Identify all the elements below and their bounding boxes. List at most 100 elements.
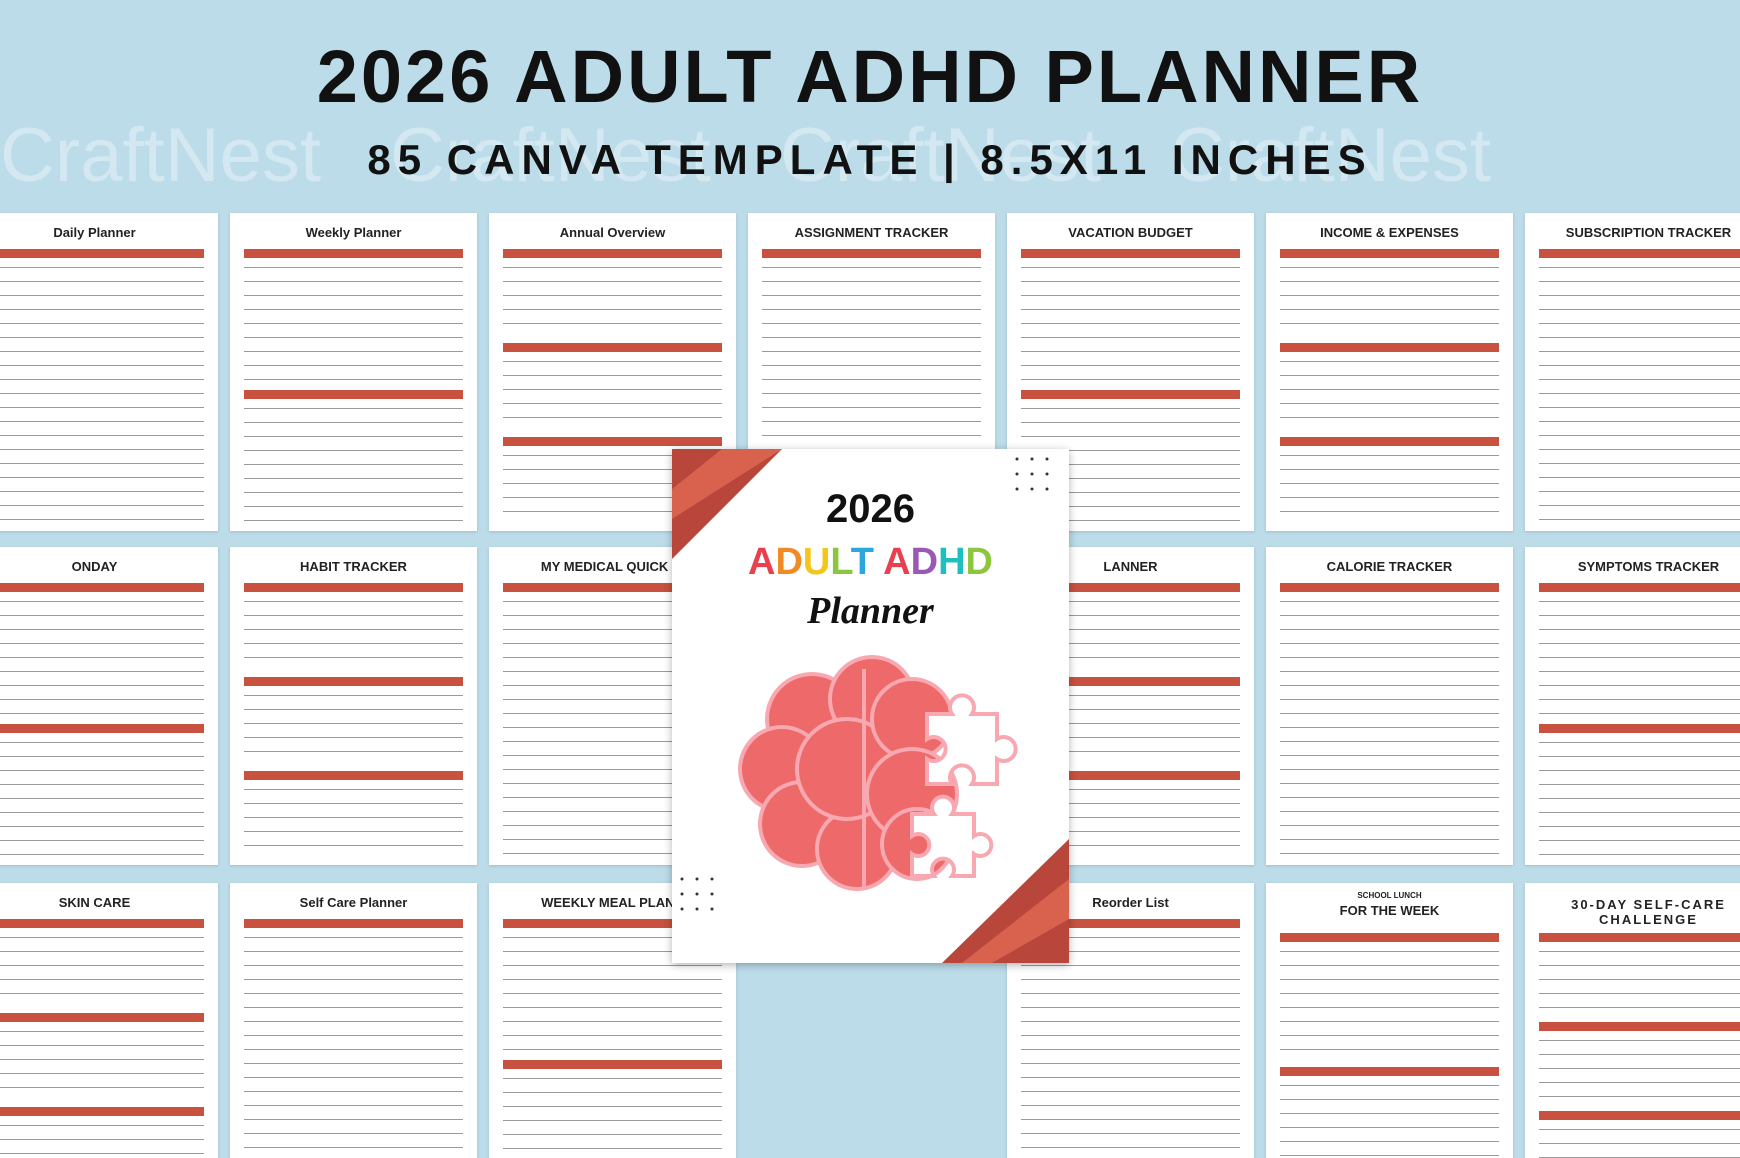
rule-line bbox=[503, 1120, 722, 1121]
rule-line bbox=[0, 295, 204, 296]
rule-line bbox=[1280, 755, 1499, 756]
rule-line bbox=[503, 615, 722, 616]
rule-line bbox=[244, 817, 463, 818]
rule-line bbox=[244, 464, 463, 465]
watermark: CraftNest bbox=[390, 113, 711, 198]
rule-line bbox=[0, 937, 204, 938]
title: 2026 ADULT ADHD PLANNER bbox=[316, 35, 1424, 118]
rule-line bbox=[1021, 845, 1240, 846]
rule-line bbox=[1539, 1082, 1740, 1083]
cover-letter: H bbox=[938, 541, 966, 583]
rule-line bbox=[1280, 657, 1499, 658]
rule-line bbox=[1280, 1021, 1499, 1022]
rule-line bbox=[0, 699, 204, 700]
rule-line bbox=[244, 365, 463, 366]
watermark: CraftNest bbox=[1170, 113, 1491, 198]
header-bar bbox=[1280, 249, 1499, 258]
cover-letter bbox=[874, 541, 883, 583]
rule-line bbox=[1021, 281, 1240, 282]
rule-line bbox=[503, 685, 722, 686]
rule-line bbox=[244, 1133, 463, 1134]
rule-line bbox=[503, 267, 722, 268]
planner-page: 30-DAY SELF-CARE CHALLENGE bbox=[1525, 883, 1740, 1158]
header-bar bbox=[244, 583, 463, 592]
rule-line bbox=[1539, 519, 1740, 520]
rule-line bbox=[244, 1035, 463, 1036]
rule-line bbox=[244, 408, 463, 409]
rule-line bbox=[503, 1092, 722, 1093]
rule-line bbox=[244, 351, 463, 352]
rule-line bbox=[1539, 505, 1740, 506]
rule-line bbox=[503, 1021, 722, 1022]
rule-line bbox=[1021, 1063, 1240, 1064]
rule-line bbox=[1539, 798, 1740, 799]
rule-line bbox=[1021, 1091, 1240, 1092]
rule-line bbox=[503, 295, 722, 296]
rule-line bbox=[0, 993, 204, 994]
rule-line bbox=[1021, 309, 1240, 310]
cover-letter: A bbox=[883, 541, 911, 583]
rule-line bbox=[1539, 770, 1740, 771]
rule-line bbox=[503, 1078, 722, 1079]
header-bar bbox=[1280, 343, 1499, 352]
rule-line bbox=[244, 492, 463, 493]
rule-line bbox=[1280, 811, 1499, 812]
rule-line bbox=[1539, 1068, 1740, 1069]
header-bar bbox=[1539, 724, 1740, 733]
header-bar bbox=[1021, 677, 1240, 686]
header-bar bbox=[1280, 437, 1499, 446]
rule-line bbox=[0, 393, 204, 394]
cover-letter: D bbox=[775, 541, 803, 583]
rule-line bbox=[1280, 979, 1499, 980]
rule-line bbox=[244, 1007, 463, 1008]
rule-line bbox=[244, 379, 463, 380]
rule-line bbox=[503, 993, 722, 994]
rule-line bbox=[0, 770, 204, 771]
rule-line bbox=[1280, 797, 1499, 798]
rule-line bbox=[0, 1153, 204, 1154]
rule-line bbox=[503, 965, 722, 966]
rule-line bbox=[0, 491, 204, 492]
header-bar bbox=[244, 677, 463, 686]
rule-line bbox=[244, 1147, 463, 1148]
header-bar bbox=[244, 771, 463, 780]
rule-line bbox=[1021, 365, 1240, 366]
header-bar bbox=[1021, 249, 1240, 258]
rule-line bbox=[1280, 965, 1499, 966]
rule-line bbox=[1021, 464, 1240, 465]
rule-line bbox=[0, 1045, 204, 1046]
rule-line bbox=[503, 657, 722, 658]
header-bar bbox=[503, 583, 722, 592]
cover-letter: A bbox=[748, 541, 776, 583]
rule-line bbox=[0, 615, 204, 616]
rule-line bbox=[0, 826, 204, 827]
rule-line bbox=[1280, 1127, 1499, 1128]
rule-line bbox=[0, 657, 204, 658]
rule-line bbox=[1021, 601, 1240, 602]
page-title: ONDAY bbox=[71, 559, 118, 574]
rule-line bbox=[0, 1031, 204, 1032]
planner-page: SCHOOL LUNCH FOR THE WEEK bbox=[1266, 883, 1513, 1158]
rule-line bbox=[244, 323, 463, 324]
rule-line bbox=[0, 379, 204, 380]
header-bar bbox=[1021, 919, 1240, 928]
header-bar bbox=[1021, 583, 1240, 592]
rule-line bbox=[244, 309, 463, 310]
rule-line bbox=[1280, 629, 1499, 630]
rule-line bbox=[1021, 723, 1240, 724]
rule-line bbox=[1021, 817, 1240, 818]
page-title: SKIN CARE bbox=[58, 895, 131, 910]
rule-line bbox=[1021, 478, 1240, 479]
rule-line bbox=[1539, 323, 1740, 324]
rule-line bbox=[244, 295, 463, 296]
rule-line bbox=[1021, 422, 1240, 423]
header-bar bbox=[1539, 583, 1740, 592]
rule-line bbox=[1280, 323, 1499, 324]
rule-line bbox=[1539, 393, 1740, 394]
rule-line bbox=[0, 267, 204, 268]
rule-line bbox=[0, 629, 204, 630]
rule-line bbox=[1021, 751, 1240, 752]
planner-page: INCOME & EXPENSES bbox=[1266, 213, 1513, 531]
rule-line bbox=[1539, 267, 1740, 268]
rule-line bbox=[762, 393, 981, 394]
